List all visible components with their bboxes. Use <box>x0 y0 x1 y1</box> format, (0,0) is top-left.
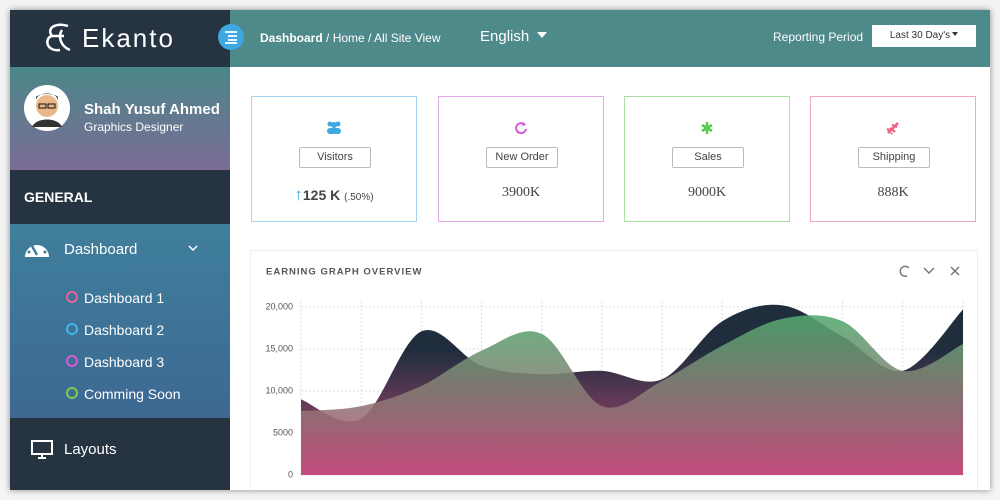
menu-item[interactable]: Dashboard 2 <box>84 322 165 338</box>
card-value: 888K <box>877 185 909 200</box>
menu-item[interactable]: Dashboard 1 <box>84 290 165 306</box>
reporting-label: Reporting Period <box>773 30 864 44</box>
bullet <box>66 323 78 335</box>
menu-item[interactable]: Dashboard 3 <box>84 354 165 370</box>
menu-toggle[interactable] <box>218 24 244 50</box>
bullet <box>66 387 78 399</box>
y-tick-label: 20,000 <box>265 301 293 311</box>
card-change: (.50%) <box>344 192 374 203</box>
card-icon <box>701 122 713 134</box>
card-value: 9000K <box>687 185 727 200</box>
logo-icon <box>46 23 71 52</box>
section-title: GENERAL <box>24 189 93 205</box>
menu-group: Dashboard Dashboard 1 Dashboard 2 Dashbo… <box>10 224 230 418</box>
logo-text: Ekanto <box>82 23 175 53</box>
menu-dashboard[interactable]: Dashboard <box>64 241 138 258</box>
chart-title: EARNING GRAPH OVERVIEW <box>266 267 422 278</box>
reporting-button[interactable]: Last 30 Day's <box>872 25 976 47</box>
y-tick-label: 5000 <box>273 427 293 437</box>
chevron[interactable] <box>188 244 198 252</box>
y-tick-label: 0 <box>288 469 293 479</box>
app: Ekanto Dashboard / Home / All Site View … <box>10 10 990 490</box>
card-value: 3900K <box>501 185 541 200</box>
breadcrumb: Dashboard / Home / All Site View <box>260 31 441 45</box>
card-icon <box>886 122 899 135</box>
menu-item[interactable]: Comming Soon <box>84 386 181 402</box>
logo-bar: Ekanto <box>10 10 230 67</box>
card-label[interactable]: New Order <box>486 147 558 168</box>
language-select[interactable]: English <box>480 28 548 45</box>
menu-layouts[interactable]: Layouts <box>64 441 117 458</box>
close-tool[interactable] <box>950 266 960 276</box>
user-role: Graphics Designer <box>84 120 184 134</box>
card-icon <box>515 122 527 135</box>
card: Visitors ↑125 K (.50%) <box>251 96 417 222</box>
collapse-tool[interactable] <box>923 267 935 275</box>
chart-panel: EARNING GRAPH OVERVIEW 0 5000 10,000 15,000… <box>250 250 978 490</box>
area <box>301 315 963 475</box>
bullet <box>66 355 78 367</box>
bullet <box>66 291 78 303</box>
breadcrumb-current[interactable]: Dashboard <box>260 31 323 45</box>
card-label[interactable]: Shipping <box>858 147 930 168</box>
section-band: GENERAL <box>10 170 230 224</box>
card-label[interactable]: Visitors <box>299 147 371 168</box>
card: Shipping 888K <box>810 96 976 222</box>
layouts-band: Layouts <box>10 418 230 490</box>
caret <box>537 32 548 43</box>
caret <box>952 32 959 39</box>
refresh-tool[interactable] <box>899 265 910 278</box>
reporting-value: Last 30 Day's <box>889 30 951 41</box>
card-value: 125 K <box>302 187 341 203</box>
card-value-row: ↑125 K (.50%) <box>294 185 374 204</box>
user-name: Shah Yusuf Ahmed <box>84 101 220 118</box>
panel-tools <box>899 265 960 278</box>
y-tick-label: 10,000 <box>265 385 293 395</box>
card-icon <box>327 121 341 134</box>
top-bar: Dashboard / Home / All Site View English… <box>218 10 990 67</box>
avatar <box>24 85 70 131</box>
breadcrumb-path[interactable]: / Home / All Site View <box>326 31 441 45</box>
language: English <box>480 28 530 45</box>
card: New Order 3900K <box>438 96 604 222</box>
monitor-icon <box>31 440 53 459</box>
y-tick-label: 15,000 <box>265 343 293 353</box>
chart: EARNING GRAPH OVERVIEW 0 5000 10,000 15,000… <box>265 265 964 479</box>
card-label[interactable]: Sales <box>672 147 744 168</box>
card: Sales 9000K <box>624 96 790 222</box>
profile: Shah Yusuf Ahmed Graphics Designer <box>10 67 230 170</box>
dashboard-icon <box>25 240 49 257</box>
